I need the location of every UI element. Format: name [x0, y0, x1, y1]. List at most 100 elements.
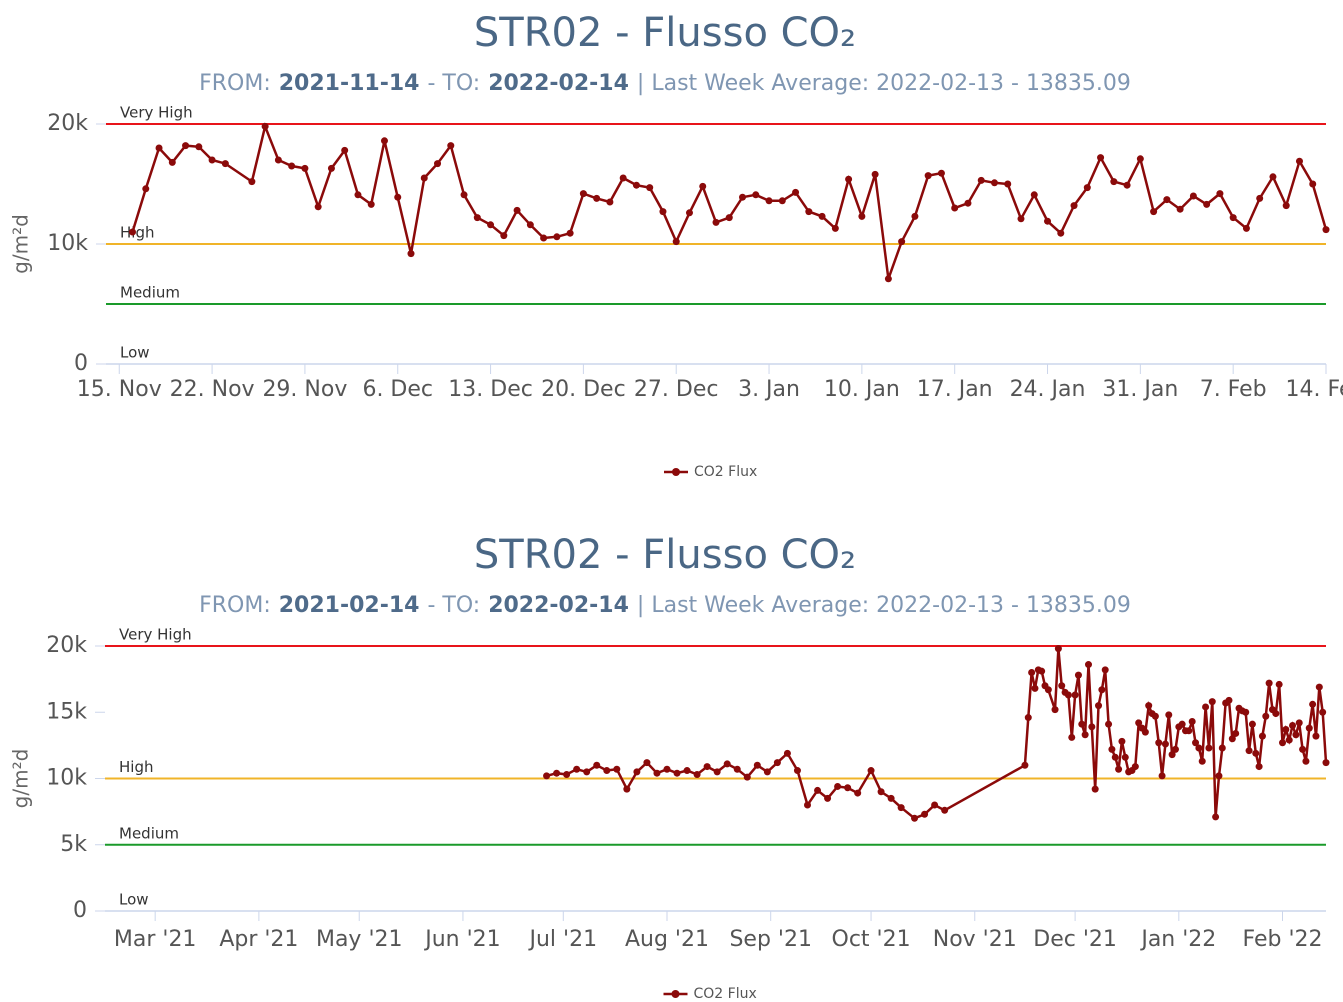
data-point — [1289, 722, 1297, 729]
data-point — [553, 233, 561, 241]
data-point — [683, 767, 691, 775]
data-point — [1151, 712, 1159, 720]
x-tick-label: 6. Dec — [362, 377, 433, 402]
data-point — [1044, 686, 1052, 694]
x-tick-label: 24. Jan — [1010, 377, 1086, 402]
chart-title: STR02 - Flusso CO₂ — [474, 10, 856, 56]
data-point — [921, 810, 929, 818]
data-point — [1017, 215, 1025, 223]
x-tick-label: Oct '21 — [832, 927, 911, 952]
x-tick-label: Nov '21 — [933, 927, 1017, 952]
data-point — [1319, 708, 1327, 716]
data-point — [1322, 759, 1330, 767]
data-point — [1189, 192, 1197, 200]
data-point — [931, 801, 939, 809]
subtitle-part: 2021-02-14 — [279, 593, 420, 618]
x-tick-label: Apr '21 — [219, 927, 298, 952]
data-point — [659, 208, 667, 216]
data-point — [261, 122, 269, 130]
data-point — [1255, 763, 1263, 771]
data-point — [1031, 684, 1039, 692]
y-tick-label: 0 — [74, 351, 88, 376]
data-point — [831, 224, 839, 232]
data-point — [314, 203, 322, 211]
data-point — [1309, 180, 1317, 188]
data-point — [579, 190, 587, 198]
legend-label[interactable]: CO2 Flux — [694, 986, 757, 1002]
data-point — [487, 221, 495, 229]
data-point — [208, 156, 216, 164]
data-point — [1232, 729, 1240, 737]
data-point — [897, 804, 905, 812]
data-point — [1150, 208, 1158, 216]
data-point — [1265, 679, 1273, 687]
data-point — [633, 768, 641, 776]
data-point — [1212, 813, 1220, 821]
y-axis-title: g/m²d — [9, 749, 33, 809]
subtitle-part: 2022-02-14 — [488, 593, 629, 618]
data-point — [1078, 720, 1086, 728]
threshold-label: Medium — [120, 284, 180, 302]
data-point — [221, 160, 229, 168]
data-point — [460, 191, 468, 199]
data-point — [1058, 682, 1066, 690]
data-point — [1205, 744, 1213, 752]
data-point — [1198, 757, 1206, 765]
subtitle-part: | Last Week Average: 2022-02-13 - 13835.… — [637, 593, 1131, 618]
series-line — [131, 122, 1328, 280]
x-tick-label: 29. Nov — [262, 377, 347, 402]
data-point — [1299, 745, 1307, 753]
data-point — [1131, 763, 1139, 771]
data-point — [693, 771, 701, 779]
data-point — [867, 767, 875, 775]
data-point — [1101, 666, 1109, 674]
data-point — [1245, 747, 1253, 755]
data-point — [1044, 217, 1052, 225]
data-point — [803, 801, 811, 809]
data-point — [341, 146, 349, 154]
x-tick-label: Jan '22 — [1139, 927, 1216, 952]
subtitle-part: 2022-02-14 — [488, 71, 629, 96]
x-tick-label: Jun '21 — [423, 927, 500, 952]
data-point — [924, 172, 932, 180]
data-point — [871, 170, 879, 178]
data-point — [1098, 686, 1106, 694]
data-point — [1024, 714, 1032, 722]
data-point — [1275, 680, 1283, 688]
y-tick-label: 10k — [46, 766, 87, 791]
data-point — [1242, 224, 1250, 232]
x-tick-label: Jul '21 — [527, 927, 597, 952]
legend-label[interactable]: CO2 Flux — [694, 464, 757, 480]
data-point — [1064, 691, 1072, 699]
data-point — [752, 191, 760, 199]
data-point — [1088, 723, 1096, 731]
data-point — [1292, 731, 1300, 739]
data-point — [1279, 739, 1287, 747]
series-line — [546, 648, 1328, 820]
data-point — [1315, 683, 1323, 691]
data-point — [1192, 739, 1200, 747]
subtitle-part: 2021-11-14 — [279, 71, 420, 96]
data-point — [941, 806, 949, 814]
x-tick-label: 3. Jan — [738, 377, 800, 402]
data-point — [540, 234, 548, 242]
data-point — [763, 768, 771, 776]
data-point — [606, 198, 614, 206]
data-point — [1312, 732, 1320, 740]
data-point — [1285, 736, 1293, 744]
y-tick-label: 0 — [73, 898, 87, 923]
data-point — [1038, 667, 1046, 675]
data-point — [739, 193, 747, 201]
data-point — [937, 169, 945, 177]
x-tick-label: 10. Jan — [824, 377, 900, 402]
data-point — [951, 204, 959, 212]
data-point — [613, 765, 621, 773]
data-point — [420, 174, 428, 182]
data-point — [1004, 180, 1012, 188]
data-point — [1216, 190, 1224, 198]
data-point — [685, 209, 693, 217]
x-tick-label: 13. Dec — [448, 377, 533, 402]
data-point — [553, 769, 561, 777]
data-point — [824, 794, 832, 802]
threshold-label: High — [120, 224, 154, 242]
